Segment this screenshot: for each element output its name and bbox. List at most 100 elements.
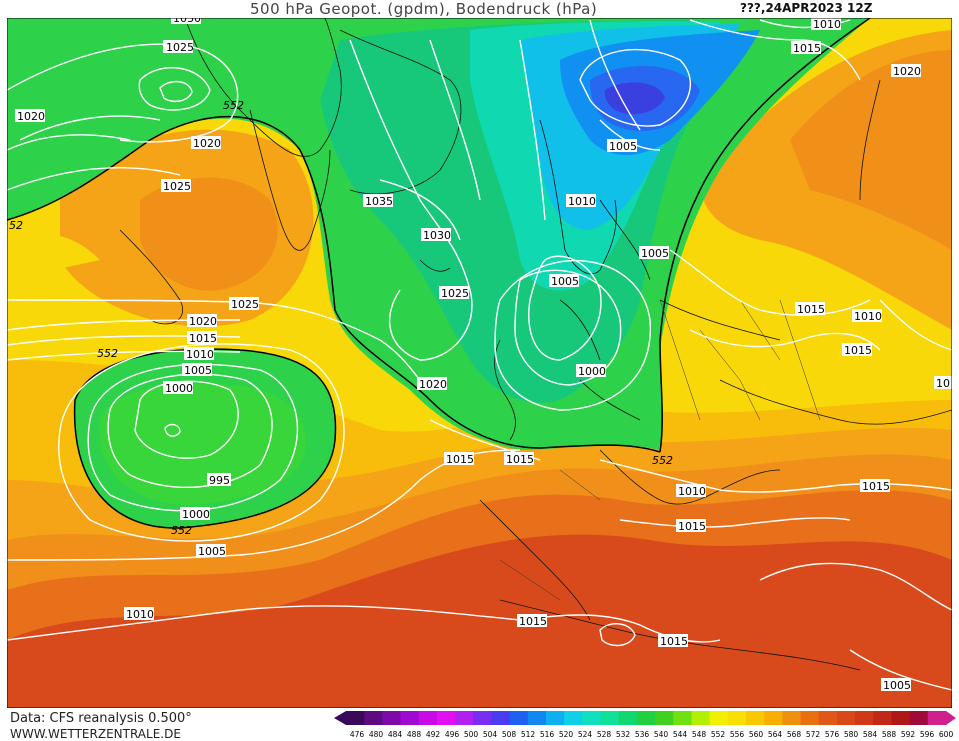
scale-swatch: [473, 711, 492, 725]
scale-swatch: [636, 711, 656, 725]
scale-tick-label: 488: [407, 730, 422, 739]
chart-title: 500 hPa Geopot. (gpdm), Bodendruck (hPa): [250, 0, 598, 18]
scale-tick-label: 588: [882, 730, 897, 739]
isobar-label: 1005: [883, 679, 911, 692]
scale-swatch: [400, 711, 420, 725]
scale-tick-label: 596: [920, 730, 935, 739]
scale-swatch: [455, 711, 474, 725]
isobar-label: 1015: [506, 453, 534, 466]
field-508: [604, 82, 665, 115]
isobar-label: 1020: [17, 110, 45, 123]
isobar-label: 1030: [423, 229, 451, 242]
isobar-label: 1035: [365, 195, 393, 208]
isobar-label: 1005: [184, 364, 212, 377]
isobar-label: 10: [936, 377, 950, 390]
scale-tick-label: 476: [350, 730, 365, 739]
scale-tick-label: 568: [787, 730, 802, 739]
isobar-label: 1010: [813, 18, 841, 31]
scale-swatch: [564, 711, 583, 725]
isobar-label: 1015: [862, 480, 890, 493]
scale-tick-label: 584: [863, 730, 878, 739]
isobar-label: 1010: [126, 608, 154, 621]
scale-swatch: [527, 711, 547, 725]
scale-swatch: [618, 711, 638, 725]
scale-tick-label: 512: [521, 730, 536, 739]
isobar-label: 1010: [186, 348, 214, 361]
scale-swatch: [582, 711, 602, 725]
isobar-label: 1030: [173, 18, 201, 25]
scale-swatch: [673, 711, 692, 725]
geopot-label: 552: [171, 524, 192, 537]
field-568-east: [790, 50, 952, 250]
contour-552-north: [7, 115, 661, 453]
scale-tick-label: 492: [426, 730, 441, 739]
isobar-label: 1005: [609, 140, 637, 153]
scale-swatch: [436, 711, 456, 725]
scale-tick-label: 592: [901, 730, 916, 739]
scale-swatch: [691, 711, 711, 725]
scale-tick-label: 500: [464, 730, 479, 739]
scale-swatch: [418, 711, 438, 725]
map-canvas: 1025 1020 1020 1025 1035 1030 1025 1025 …: [7, 18, 952, 708]
isobar-label: 1015: [793, 42, 821, 55]
scale-tick-label: 576: [825, 730, 840, 739]
scale-tick-label: 564: [768, 730, 783, 739]
isobar-label: 1015: [797, 303, 825, 316]
scale-swatch: [709, 711, 729, 725]
scale-swatch: [746, 711, 765, 725]
scale-swatch: [727, 711, 747, 725]
website: WWW.WETTERZENTRALE.DE: [10, 727, 181, 741]
scale-tick-label: 548: [692, 730, 707, 739]
isobar-label: 1020: [189, 315, 217, 328]
isobar-label: 1010: [854, 310, 882, 323]
field-548-low: [99, 383, 306, 505]
isobar-label: 1015: [660, 635, 688, 648]
scale-swatch: [891, 711, 911, 725]
weather-map: 1025 1020 1020 1025 1035 1030 1025 1025 …: [7, 18, 952, 708]
valid-time: ???,24APR2023 12Z: [740, 1, 873, 15]
isobar-label: 1000: [182, 508, 210, 521]
scale-tick-label: 552: [711, 730, 726, 739]
isobar-label: 1020: [893, 65, 921, 78]
geopot-label: 52: [9, 219, 23, 232]
scale-swatch: [364, 711, 383, 725]
scale-tick-label: 528: [597, 730, 612, 739]
scale-tick-label: 504: [483, 730, 498, 739]
geopot-label: 552: [97, 347, 118, 360]
field-568-west: [140, 177, 278, 291]
scale-swatch: [855, 711, 874, 725]
contour-552-east: [659, 18, 871, 453]
isobar-label: 1015: [446, 453, 474, 466]
scale-tick-label: 484: [388, 730, 403, 739]
scale-tick-label: 480: [369, 730, 384, 739]
scale-swatch: [764, 711, 783, 725]
scale-swatch: [836, 711, 856, 725]
isobar-label: 1025: [441, 287, 469, 300]
scale-swatch: [546, 711, 565, 725]
field-556-strip: [7, 234, 100, 280]
country-borders: [499, 299, 821, 601]
isobar-label: 1025: [163, 180, 191, 193]
scale-tick-label: 508: [502, 730, 517, 739]
isobar-label: 1015: [844, 344, 872, 357]
scale-tick-label: 572: [806, 730, 821, 739]
scale-tick-label: 524: [578, 730, 593, 739]
isobar-label: 1020: [419, 378, 447, 391]
scale-swatch: [346, 711, 365, 725]
scale-tick-label: 520: [559, 730, 574, 739]
scale-swatch: [927, 711, 947, 725]
scale-tick-label: 600: [939, 730, 954, 739]
isobar-label: 1000: [578, 365, 606, 378]
scale-tick-label: 496: [445, 730, 460, 739]
scale-swatch: [818, 711, 838, 725]
geopot-label: 552: [652, 454, 673, 467]
isobar-label: 1025: [231, 298, 259, 311]
isobar-labels: 1025 1020 1020 1025 1035 1030 1025 1025 …: [15, 18, 952, 692]
scale-tick-label: 540: [654, 730, 669, 739]
isobar-label: 1005: [198, 545, 226, 558]
scale-tick-label: 560: [749, 730, 764, 739]
scale-tick-label: 532: [616, 730, 631, 739]
isobar-label: 1010: [678, 485, 706, 498]
data-source: Data: CFS reanalysis 0.500°: [10, 711, 192, 726]
scale-tick-label: 580: [844, 730, 859, 739]
